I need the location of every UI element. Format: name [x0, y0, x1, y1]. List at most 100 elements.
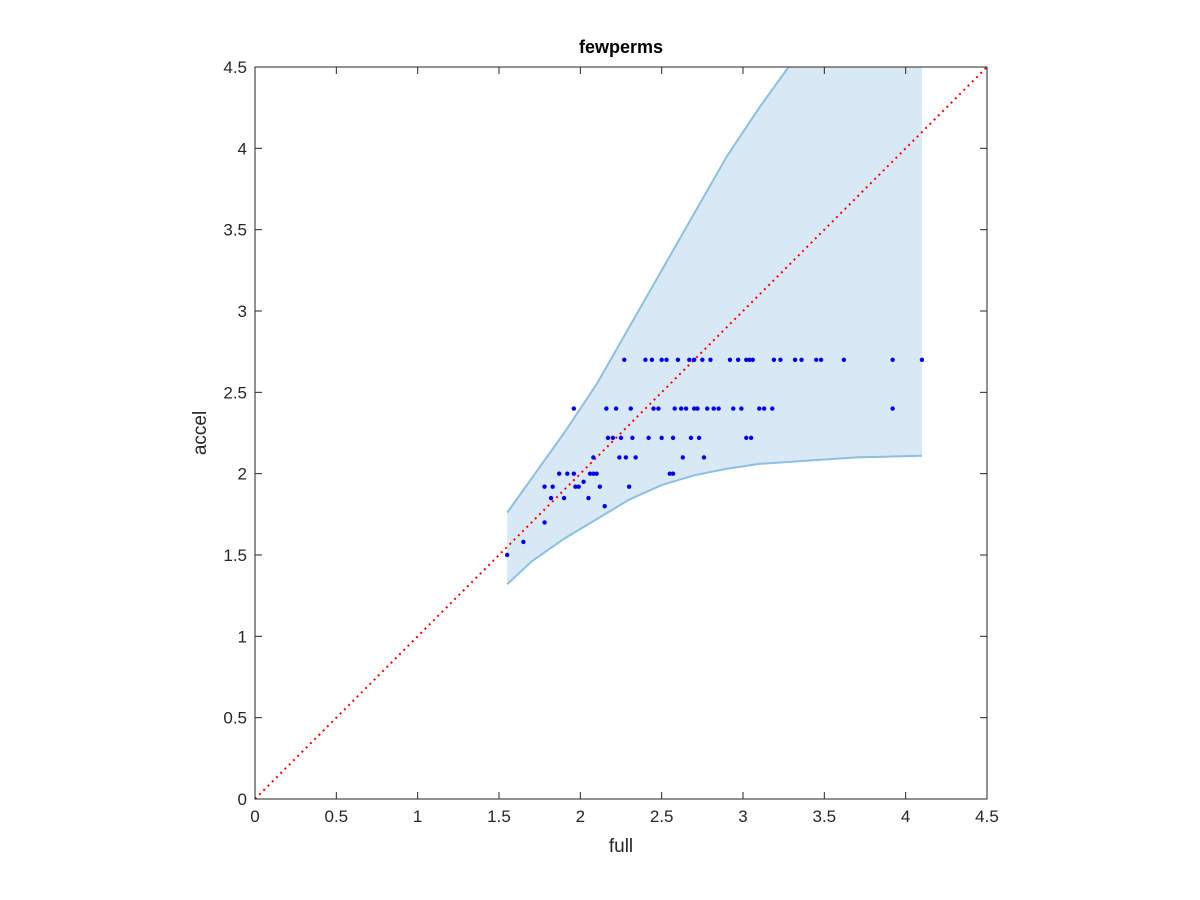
data-point [701, 455, 707, 460]
data-point [771, 357, 777, 362]
data-point [692, 357, 697, 362]
data-point [610, 435, 616, 441]
data-point [628, 406, 633, 411]
data-point [757, 406, 762, 411]
data-point [604, 406, 609, 411]
data-point [667, 471, 672, 476]
data-point [571, 406, 577, 411]
data-point [700, 357, 705, 362]
data-point [571, 471, 577, 476]
data-point [646, 435, 651, 441]
data-point [675, 357, 681, 362]
x-axis-label: full [609, 836, 633, 857]
y-tick-label: 1 [238, 627, 247, 646]
data-point [687, 357, 692, 362]
diagonal-layer [254, 66, 988, 800]
y-tick-label: 0.5 [223, 709, 247, 728]
x-tick-label: 0 [250, 807, 259, 826]
data-point [565, 471, 570, 476]
data-point [818, 357, 824, 362]
data-point [680, 455, 686, 460]
data-point [670, 435, 676, 441]
data-point [630, 435, 635, 441]
data-point [587, 471, 593, 476]
data-point [605, 435, 611, 441]
y-tick-label: 4 [238, 139, 247, 158]
diagonal-line [254, 66, 988, 800]
data-point [716, 406, 721, 411]
data-point [739, 406, 744, 411]
x-tick-label: 4 [901, 807, 910, 826]
y-tick-label: 0 [238, 790, 247, 809]
data-point [919, 357, 925, 362]
data-point [731, 406, 736, 411]
data-point [670, 471, 676, 476]
data-point [814, 357, 819, 362]
data-point [550, 484, 555, 489]
data-point [708, 357, 713, 362]
data-point [735, 357, 741, 362]
data-point [622, 357, 627, 362]
data-point [591, 471, 596, 476]
band-upper-edge [506, 66, 790, 514]
data-point [613, 406, 619, 411]
data-point [890, 357, 895, 362]
data-point [617, 455, 622, 460]
data-point [651, 406, 656, 411]
data-point [695, 406, 700, 411]
y-tick-label: 3.5 [223, 221, 247, 240]
data-point [705, 406, 710, 411]
chart-title: fewperms [579, 37, 663, 57]
data-point [659, 357, 664, 362]
band-fill [507, 67, 922, 585]
plot-frame [254, 66, 988, 800]
data-point [761, 406, 767, 411]
y-tick-label: 3 [238, 302, 247, 321]
x-tick-label: 3 [738, 807, 747, 826]
data-point [711, 406, 716, 411]
data-point [792, 357, 798, 362]
data-point [744, 435, 749, 441]
data-point [696, 435, 702, 441]
data-point [727, 357, 733, 362]
data-point [744, 357, 749, 362]
x-tick-label: 2 [576, 807, 585, 826]
data-point [750, 357, 755, 362]
data-point [623, 455, 629, 460]
data-point [747, 357, 752, 362]
x-tick-label: 3.5 [813, 807, 837, 826]
y-tick-label: 2 [238, 465, 247, 484]
data-point [521, 539, 526, 545]
axes [254, 66, 988, 800]
x-tick-label: 0.5 [325, 807, 349, 826]
y-axis-label: accel [190, 411, 211, 455]
data-point [683, 406, 689, 411]
data-points [504, 357, 925, 558]
data-point [597, 484, 603, 489]
data-point [664, 357, 669, 362]
data-point [890, 406, 895, 411]
y-tick-label: 4.5 [223, 58, 247, 77]
data-point [576, 484, 581, 489]
x-tick-label: 2.5 [650, 807, 674, 826]
data-point [591, 455, 596, 460]
ticks: 0 0.5 1 1.5 2 2.5 3 3.5 4 4.5 0 0.5 1 1.5 2 2.5 3 3.5 4 4.5 [223, 58, 998, 826]
data-point [618, 435, 624, 441]
x-tick-label: 4.5 [975, 807, 999, 826]
data-point [633, 455, 638, 460]
data-point [594, 471, 599, 476]
data-point [548, 495, 554, 501]
data-point [659, 435, 664, 441]
data-point [504, 552, 510, 558]
x-tick-label: 1 [413, 807, 422, 826]
data-point [542, 484, 547, 489]
band-lower-edge [506, 454, 922, 586]
data-point [778, 357, 783, 362]
data-point [656, 406, 661, 411]
y-tick-label: 2.5 [223, 383, 247, 402]
confidence-band [506, 66, 922, 586]
data-point [556, 471, 562, 476]
data-point [770, 406, 775, 411]
